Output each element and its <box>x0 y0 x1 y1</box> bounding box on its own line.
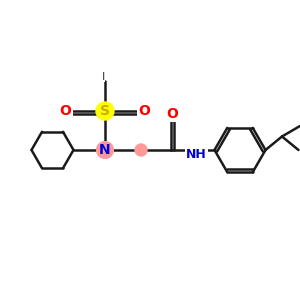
Text: I: I <box>102 71 105 82</box>
Text: O: O <box>59 104 71 118</box>
Text: O: O <box>139 104 151 118</box>
Circle shape <box>135 144 147 156</box>
Text: S: S <box>100 104 110 118</box>
Text: N: N <box>99 143 111 157</box>
Circle shape <box>96 102 114 120</box>
Text: NH: NH <box>186 148 207 161</box>
Circle shape <box>97 142 113 158</box>
Text: O: O <box>167 107 178 121</box>
